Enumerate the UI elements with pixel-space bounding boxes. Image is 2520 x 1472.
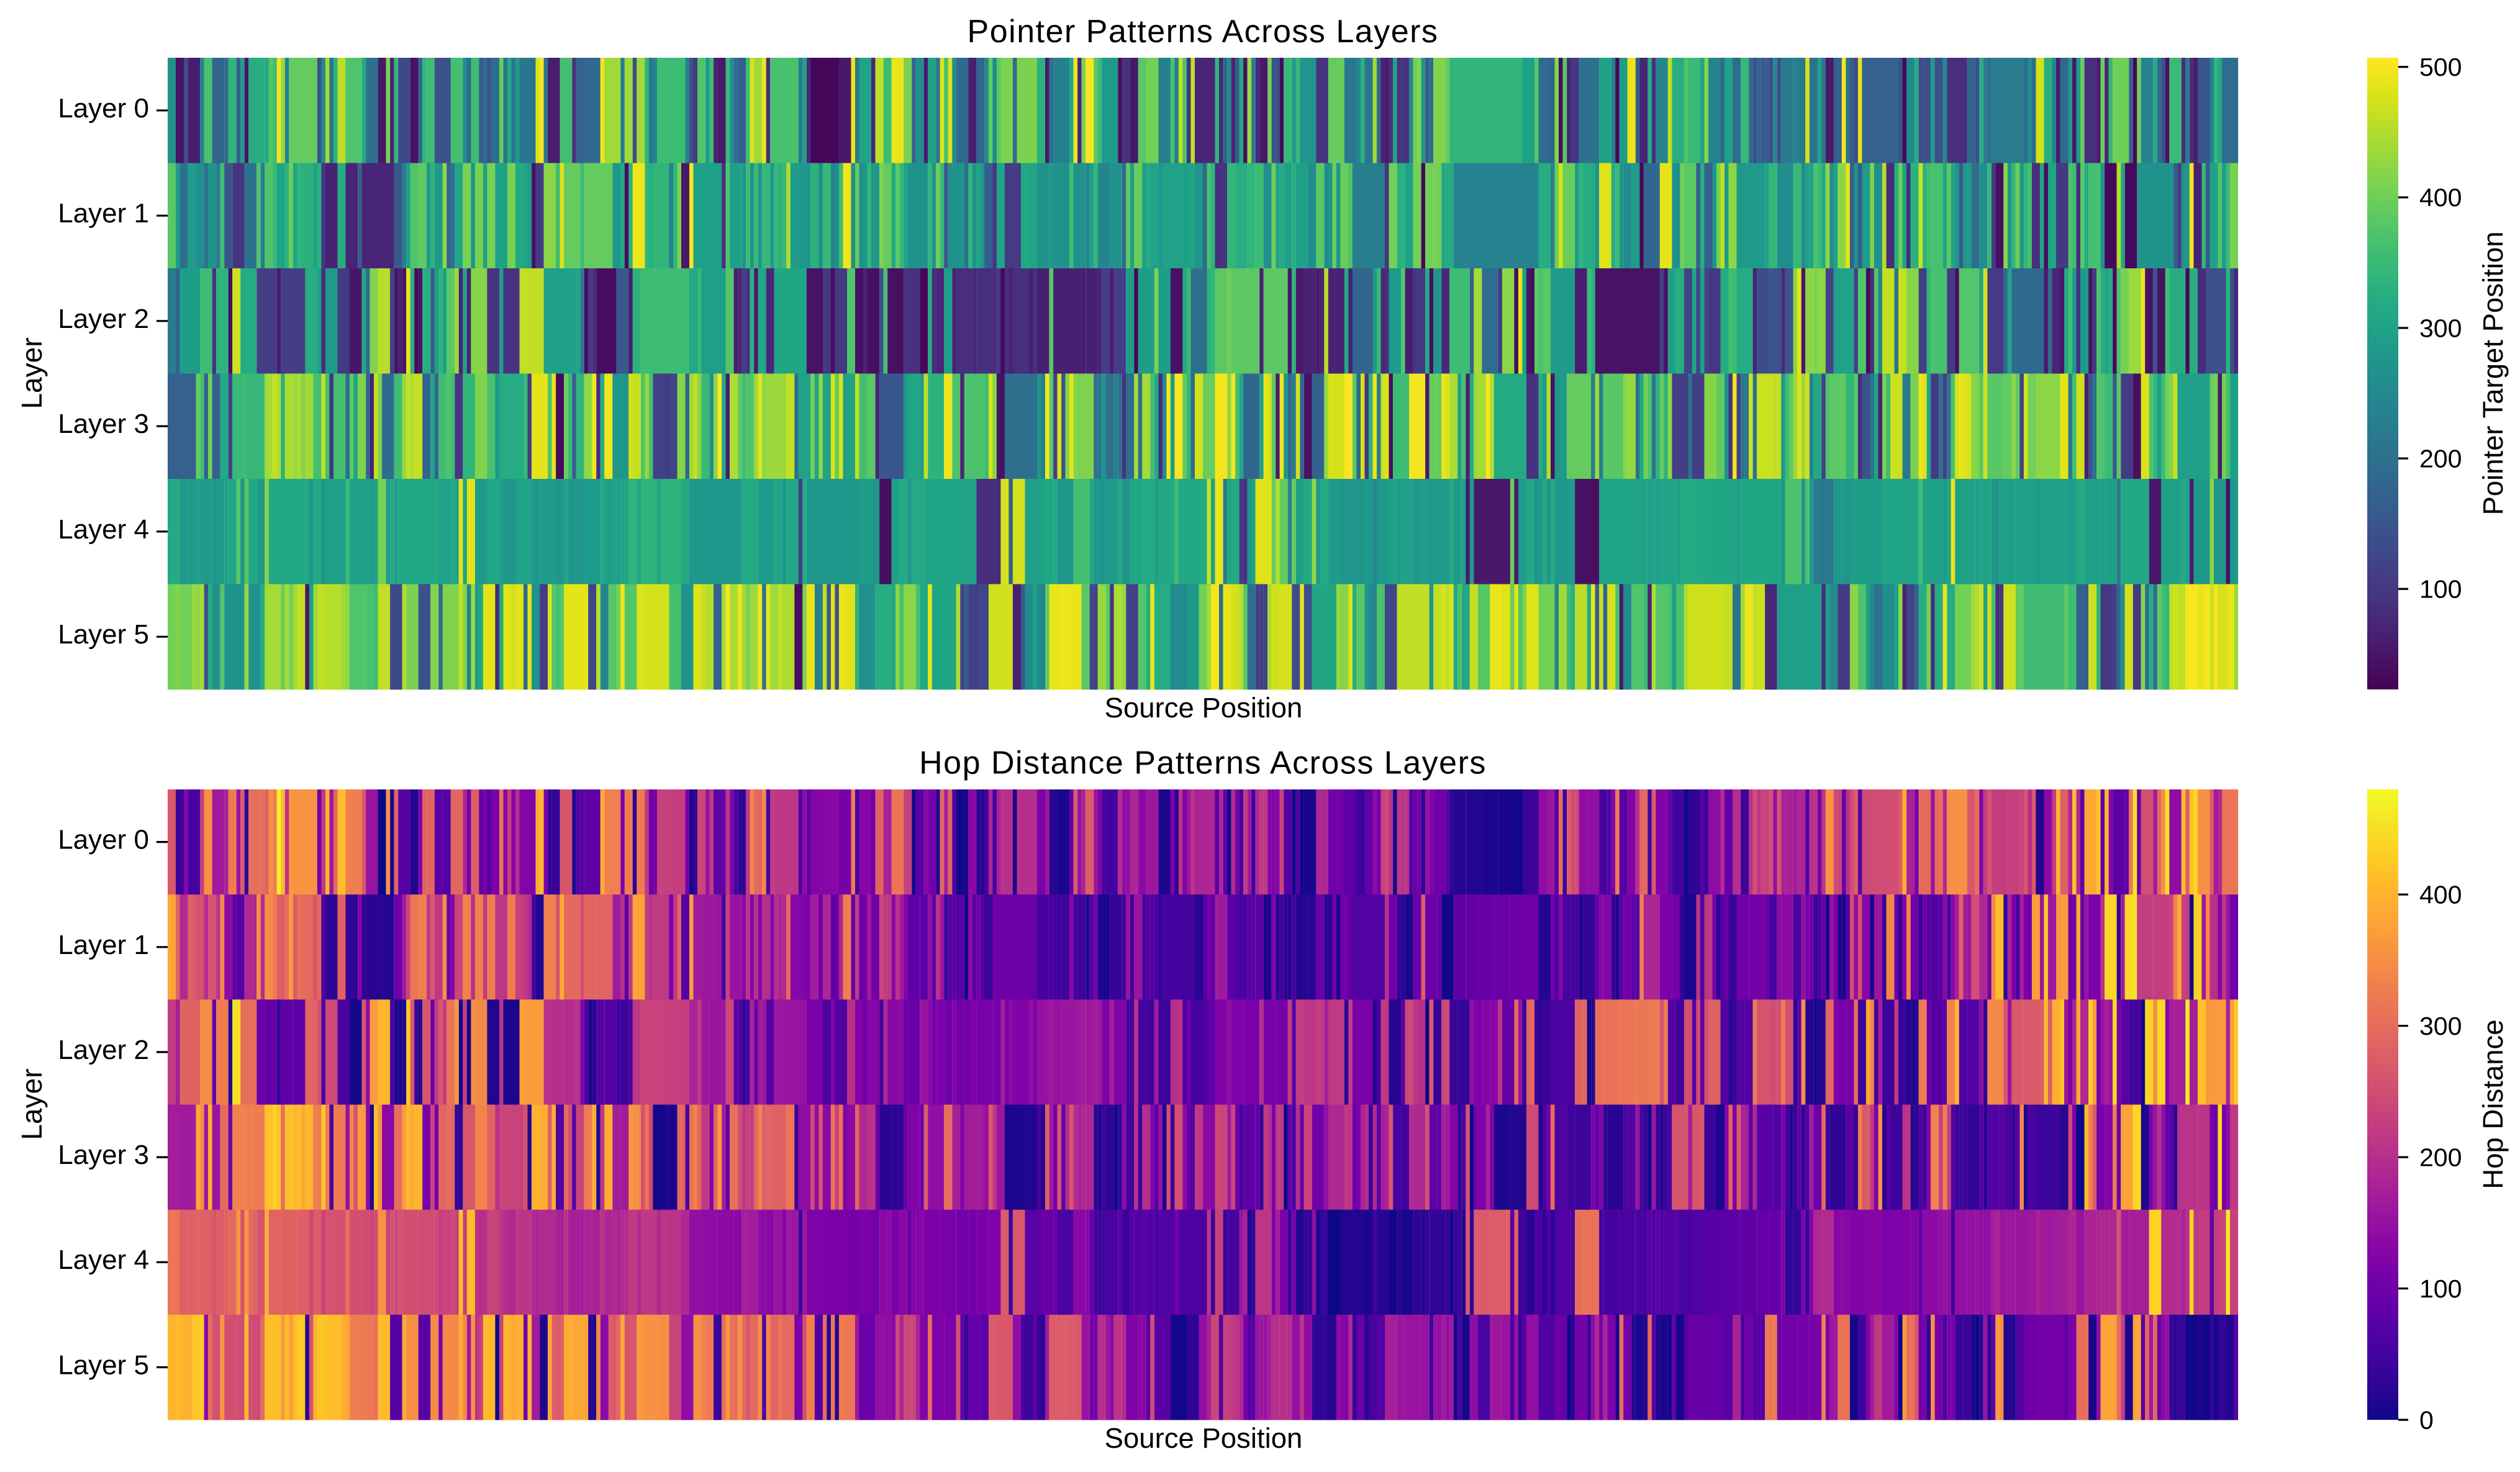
svg-text:Source Position: Source Position	[1105, 1422, 1303, 1454]
svg-text:500: 500	[2419, 53, 2462, 81]
svg-text:200: 200	[2419, 1143, 2462, 1172]
svg-text:Layer 0: Layer 0	[58, 825, 149, 855]
svg-text:Layer 5: Layer 5	[58, 619, 149, 650]
svg-text:Source Position: Source Position	[1105, 692, 1303, 724]
svg-text:Layer: Layer	[16, 337, 48, 409]
svg-text:100: 100	[2419, 575, 2462, 604]
svg-text:Layer 3: Layer 3	[58, 409, 149, 439]
svg-text:Layer 4: Layer 4	[58, 514, 149, 545]
svg-text:Layer 3: Layer 3	[58, 1140, 149, 1170]
svg-text:Pointer Patterns Across Layers: Pointer Patterns Across Layers	[968, 14, 1439, 50]
svg-text:400: 400	[2419, 881, 2462, 909]
svg-text:200: 200	[2419, 445, 2462, 473]
svg-text:Hop Distance: Hop Distance	[2477, 1019, 2509, 1189]
svg-text:0: 0	[2419, 1406, 2434, 1434]
svg-text:Layer 5: Layer 5	[58, 1350, 149, 1380]
svg-text:300: 300	[2419, 1012, 2462, 1040]
svg-text:100: 100	[2419, 1274, 2462, 1303]
svg-text:Pointer Target Position: Pointer Target Position	[2477, 232, 2509, 516]
svg-text:Layer 2: Layer 2	[58, 1035, 149, 1065]
svg-text:Layer 2: Layer 2	[58, 304, 149, 334]
svg-text:Layer: Layer	[16, 1068, 48, 1140]
svg-text:Layer 4: Layer 4	[58, 1245, 149, 1275]
svg-text:Layer 1: Layer 1	[58, 930, 149, 960]
svg-text:Layer 0: Layer 0	[58, 93, 149, 124]
svg-text:Layer 1: Layer 1	[58, 198, 149, 229]
svg-text:400: 400	[2419, 183, 2462, 212]
svg-text:300: 300	[2419, 314, 2462, 342]
svg-text:Hop Distance Patterns Across L: Hop Distance Patterns Across Layers	[919, 745, 1487, 781]
